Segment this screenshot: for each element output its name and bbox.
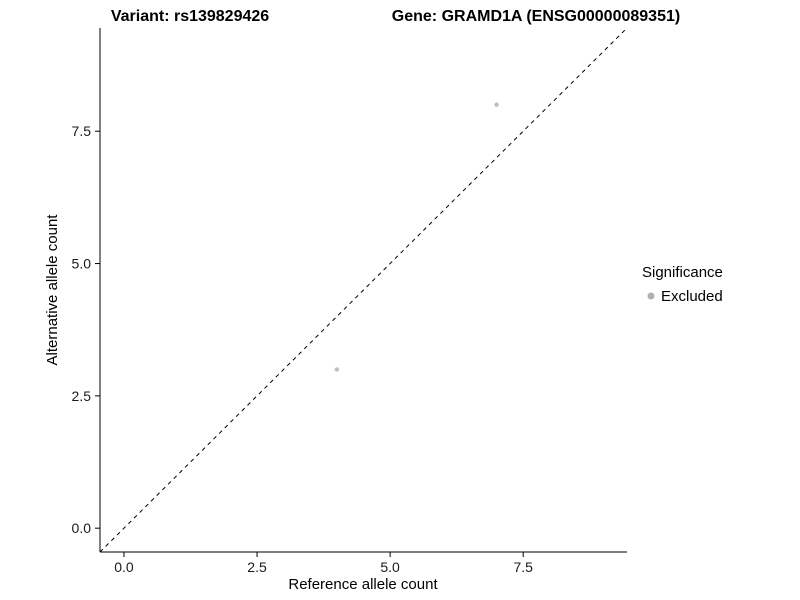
data-point <box>494 102 499 107</box>
y-tick-label: 7.5 <box>72 123 92 139</box>
y-tick-label: 2.5 <box>72 388 92 404</box>
plot-panel: 0.0 2.5 5.0 7.5 0.0 2.5 5.0 7.5 <box>72 27 628 575</box>
data-point <box>334 367 340 372</box>
legend-entry-excluded: Excluded <box>661 288 723 305</box>
x-tick-label: 7.5 <box>513 559 533 575</box>
plot-title-gene: Gene: GRAMD1A (ENSG00000089351) <box>392 8 680 25</box>
plot-title-variant: Variant: rs139829426 <box>111 8 269 25</box>
x-tick-label: 5.0 <box>380 559 400 575</box>
y-tick-label: 0.0 <box>72 520 92 536</box>
legend-key-dot-icon <box>647 292 655 300</box>
y-axis-label: Alternative allele count <box>44 214 61 366</box>
identity-reference-line <box>99 27 628 553</box>
legend-title: Significance <box>642 264 723 281</box>
x-tick-label: 2.5 <box>247 559 267 575</box>
x-tick-label: 0.0 <box>114 559 134 575</box>
legend: Significance Excluded <box>642 264 723 305</box>
y-tick-label: 5.0 <box>72 256 92 272</box>
x-axis-label: Reference allele count <box>288 576 438 593</box>
